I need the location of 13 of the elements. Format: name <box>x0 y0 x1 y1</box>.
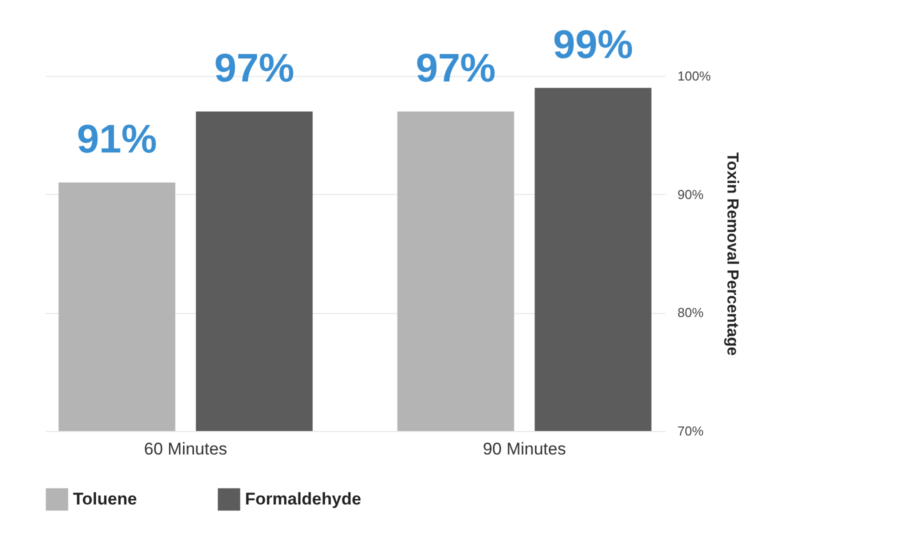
y-axis-title: Toxin Removal Percentage <box>724 152 741 356</box>
x-tick-label: 90 Minutes <box>482 440 566 458</box>
y-tick-label: 100% <box>678 68 712 84</box>
y-tick-label: 70% <box>678 424 704 438</box>
y-tick-label: 80% <box>678 305 704 320</box>
legend-label: Formaldehyde <box>245 489 362 508</box>
data-label: 91% <box>76 118 157 162</box>
legend-label: Toluene <box>73 489 137 508</box>
y-tick-label: 90% <box>678 186 704 202</box>
data-label: 97% <box>416 46 496 90</box>
data-label: 97% <box>214 46 294 90</box>
data-label: 99% <box>553 22 634 67</box>
x-tick-label: 60 Minutes <box>144 440 228 458</box>
